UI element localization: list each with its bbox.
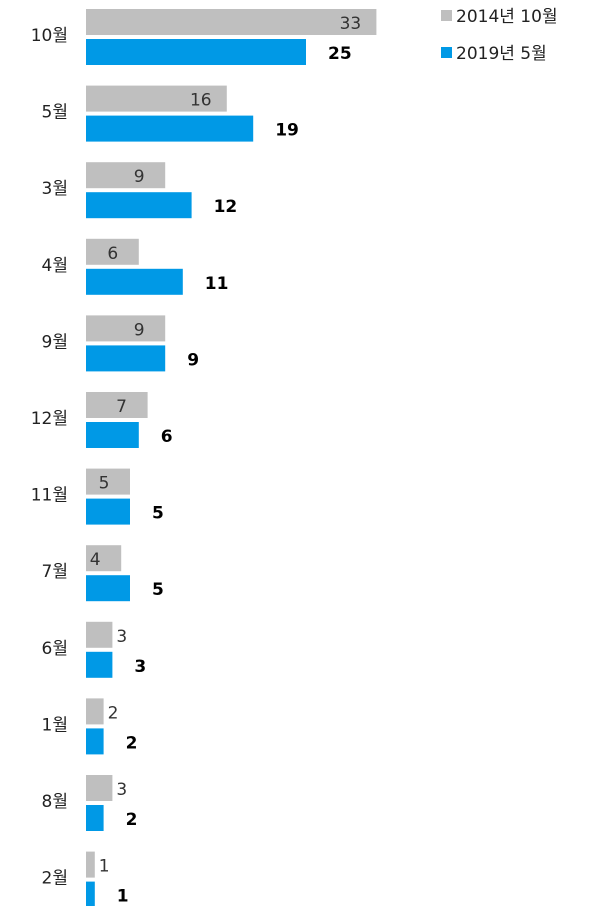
bar-2014 (86, 315, 166, 342)
bar-2014 (86, 162, 166, 189)
bar-2019 (86, 881, 95, 906)
value-label-2019: 1 (117, 887, 129, 906)
bar-2019 (86, 498, 130, 525)
category-label: 12월 (31, 409, 68, 429)
value-label-2014: 9 (134, 320, 145, 340)
value-label-2019: 2 (126, 810, 138, 830)
bar-2014 (86, 775, 113, 801)
legend: 2014년 10월 2019년 5월 (441, 7, 558, 64)
category-label: 9월 (42, 332, 68, 352)
category-label: 2월 (42, 869, 68, 889)
bar-group: 5월 16 19 (42, 85, 299, 142)
bar-group: 2월 11 (42, 851, 129, 906)
bar-2014 (86, 698, 104, 725)
bar-2019 (86, 39, 306, 65)
value-label-2014: 2 (108, 703, 119, 723)
bar-2014 (86, 468, 130, 495)
bar-2019 (86, 728, 104, 755)
bar-2014 (86, 85, 227, 112)
value-label-2019: 6 (161, 427, 173, 447)
bar-2014 (86, 9, 377, 35)
bar-group: 7월 4 5 (42, 545, 164, 602)
bar-2019 (86, 422, 139, 448)
bar-2019 (86, 345, 166, 372)
legend-swatch-2014 (441, 10, 452, 21)
bar-group: 3월 9 12 (42, 162, 238, 219)
bar-group: 4월 6 11 (42, 238, 229, 295)
value-label-2019: 5 (152, 580, 164, 600)
value-label-2014: 33 (340, 14, 362, 34)
bar-2014 (86, 851, 95, 878)
value-label-2019: 11 (205, 274, 229, 294)
bar-group: 6월 33 (42, 621, 146, 678)
category-label: 4월 (42, 256, 68, 276)
bar-2014 (86, 392, 148, 418)
category-label: 7월 (42, 562, 68, 582)
bar-group: 11월 5 5 (31, 468, 164, 525)
value-label-2014: 5 (99, 474, 110, 494)
category-label: 6월 (42, 639, 68, 659)
legend-swatch-2019 (441, 47, 452, 58)
value-label-2014: 1 (99, 857, 110, 877)
bar-2019 (86, 268, 183, 295)
value-label-2014: 7 (116, 397, 127, 417)
bar-group: 1월 22 (42, 698, 138, 755)
value-label-2019: 25 (328, 44, 352, 64)
value-label-2019: 3 (134, 657, 146, 677)
category-label: 11월 (31, 486, 68, 506)
value-label-2014: 9 (134, 167, 145, 187)
bar-2019 (86, 651, 113, 678)
value-label-2014: 3 (116, 780, 127, 800)
bar-group: 9월 9 9 (42, 315, 199, 372)
bar-2019 (86, 115, 254, 142)
value-label-2019: 19 (275, 121, 299, 141)
category-label: 1월 (42, 715, 68, 735)
bar-2014 (86, 545, 122, 572)
value-label-2019: 9 (187, 350, 199, 370)
bar-2019 (86, 192, 192, 219)
bar-group: 12월 7 6 (31, 392, 173, 448)
value-label-2019: 12 (214, 197, 238, 217)
bar-2019 (86, 805, 104, 831)
category-label: 5월 (42, 103, 68, 123)
value-label-2014: 3 (116, 627, 127, 647)
value-label-2014: 6 (107, 244, 118, 264)
category-label: 10월 (31, 26, 68, 46)
legend-label-2019: 2019년 5월 (456, 44, 547, 64)
bar-2019 (86, 575, 130, 602)
value-label-2014: 4 (90, 550, 101, 570)
bar-group: 10월 33 25 (31, 9, 377, 65)
legend-label-2014: 2014년 10월 (456, 7, 558, 27)
bar-2014 (86, 621, 113, 648)
value-label-2019: 2 (126, 733, 138, 753)
value-label-2019: 5 (152, 504, 164, 524)
category-label: 8월 (42, 792, 68, 812)
bars-layer: 10월33255월16193월9124월6119월9912월7611월557월4… (31, 9, 377, 906)
value-label-2014: 16 (190, 91, 212, 111)
category-label: 3월 (42, 179, 68, 199)
bar-2014 (86, 238, 139, 265)
bar-group: 8월 3 2 (42, 775, 138, 831)
